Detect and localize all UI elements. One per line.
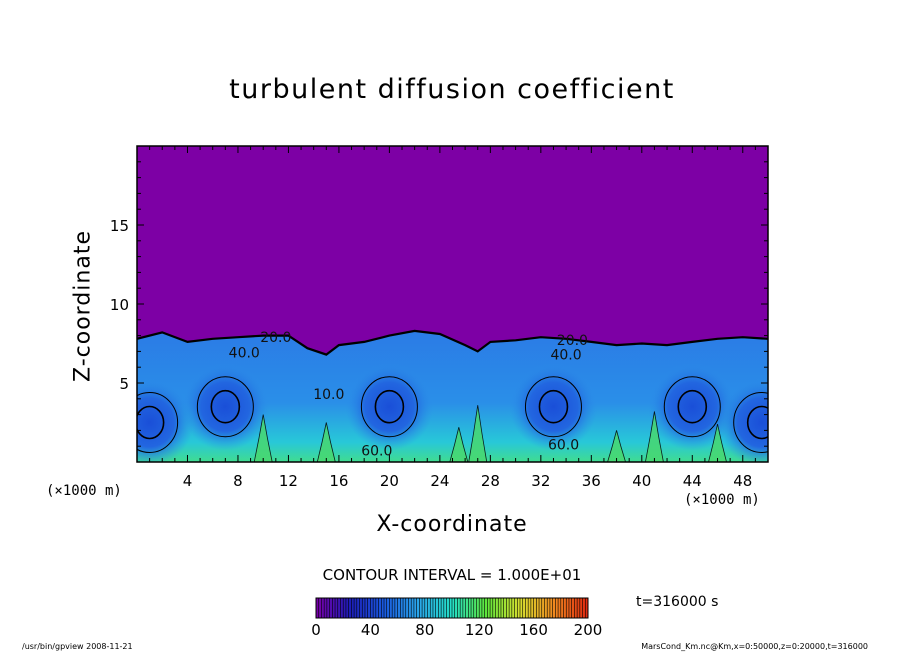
x-tick-label: 40 (632, 472, 651, 490)
eddy-contour (137, 392, 179, 453)
colorbar-tick-label: 160 (519, 621, 548, 639)
eddy-core (648, 362, 737, 451)
x-tick-label: 16 (329, 472, 348, 490)
eddy-contour (677, 389, 708, 424)
x-tick-label: 44 (683, 472, 702, 490)
y-tick-label: 10 (110, 296, 129, 314)
updraft-plume (607, 430, 626, 462)
contour-label: 20.0 (557, 333, 588, 349)
eddy-contour (524, 376, 582, 438)
footer-right: MarsCond_Km.nc@Km,x=0:50000,z=0:20000,t=… (641, 642, 868, 651)
eddy-contour (374, 389, 405, 424)
eddy-contour (360, 376, 418, 438)
eddy-core (509, 362, 598, 451)
contour-label: 10.0 (313, 387, 344, 403)
eddy-contour (733, 392, 768, 453)
x-axis-label: X-coordinate (376, 512, 528, 537)
contour-interval-text: CONTOUR INTERVAL = 1.000E+01 (322, 566, 582, 584)
time-label: t=316000 s (636, 594, 719, 610)
eddy-core (181, 362, 270, 451)
colorbar-tick-label: 200 (574, 621, 603, 639)
x-tick-label: 36 (582, 472, 601, 490)
x-tick-label: 48 (733, 472, 752, 490)
colorbar-tick-label: 120 (465, 621, 494, 639)
x-tick-label: 28 (481, 472, 500, 490)
colorbar-tick-label: 0 (311, 621, 321, 639)
y-tick-label: 15 (110, 217, 129, 235)
boundary-layer-field (137, 330, 768, 462)
contour-label: 20.0 (260, 330, 291, 346)
contour-label: 40.0 (229, 346, 260, 362)
updraft-plume (253, 414, 273, 462)
eddy-contour (663, 376, 721, 438)
boundary-layer-contour (137, 329, 768, 356)
chart-title: turbulent diffusion coefficient (229, 74, 675, 105)
contour-label: 40.0 (550, 347, 581, 363)
eddy-contour (538, 389, 569, 424)
contour-label: 60.0 (361, 444, 392, 460)
y-axis-label: Z-coordinate (70, 230, 96, 382)
colorbar-tick-label: 80 (415, 621, 434, 639)
y-tick-label: 5 (119, 375, 129, 393)
updraft-plume (316, 422, 336, 462)
x-tick-label: 4 (183, 472, 193, 490)
colorbar-tick-label: 40 (361, 621, 380, 639)
contour-label: 60.0 (548, 437, 579, 453)
updraft-plume (708, 423, 727, 462)
x-tick-label: 32 (531, 472, 550, 490)
eddy-contour (196, 376, 254, 438)
eddy-core (137, 378, 194, 462)
x-tick-label: 24 (430, 472, 449, 490)
x-tick-label: 12 (279, 472, 298, 490)
updraft-plume (468, 405, 488, 462)
updraft-plume (645, 411, 664, 462)
eddy-contour (137, 405, 165, 440)
eddy-contour (746, 405, 768, 440)
updraft-plume (449, 427, 469, 462)
eddy-core (345, 362, 434, 451)
x-unit-right: (×1000 m) (684, 492, 760, 508)
x-tick-label: 20 (380, 472, 399, 490)
x-tick-label: 8 (233, 472, 243, 490)
eddy-core (717, 378, 768, 462)
footer-left: /usr/bin/gpview 2008-11-21 (22, 642, 133, 651)
eddy-contour (210, 389, 241, 424)
x-unit-left: (×1000 m) (46, 483, 122, 499)
